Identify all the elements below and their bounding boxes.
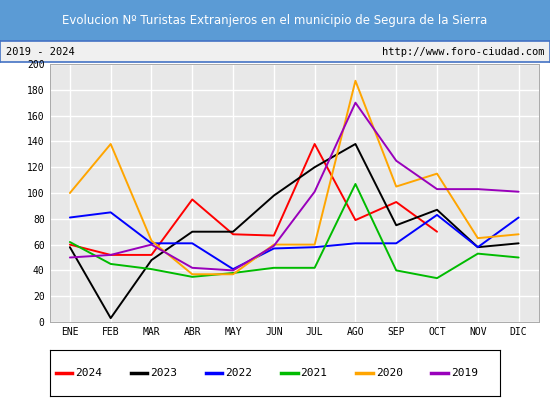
Text: 2024: 2024: [75, 368, 102, 378]
Text: 2019 - 2024: 2019 - 2024: [6, 47, 74, 57]
Text: Evolucion Nº Turistas Extranjeros en el municipio de Segura de la Sierra: Evolucion Nº Turistas Extranjeros en el …: [62, 14, 488, 27]
Text: 2019: 2019: [451, 368, 478, 378]
Text: 2021: 2021: [300, 368, 328, 378]
Text: 2023: 2023: [150, 368, 177, 378]
Text: http://www.foro-ciudad.com: http://www.foro-ciudad.com: [382, 47, 544, 57]
Text: 2020: 2020: [376, 368, 403, 378]
Text: 2022: 2022: [226, 368, 252, 378]
